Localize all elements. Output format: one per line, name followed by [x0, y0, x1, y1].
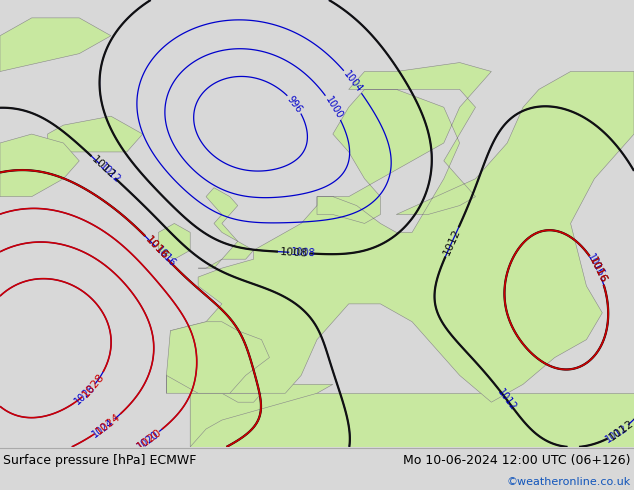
Text: Mo 10-06-2024 12:00 UTC (06+126): Mo 10-06-2024 12:00 UTC (06+126) [403, 454, 631, 467]
Text: 1008: 1008 [291, 247, 316, 259]
Text: 1016: 1016 [587, 255, 609, 285]
Polygon shape [166, 322, 269, 393]
Text: 1016: 1016 [153, 245, 178, 269]
Polygon shape [48, 116, 143, 152]
Text: 1012: 1012 [607, 418, 634, 442]
Text: 996: 996 [285, 94, 304, 115]
Polygon shape [190, 393, 634, 447]
Polygon shape [0, 18, 111, 72]
Text: 1004: 1004 [341, 69, 365, 95]
Text: 1012: 1012 [89, 154, 117, 180]
Polygon shape [198, 188, 254, 268]
Text: 1020: 1020 [135, 429, 160, 451]
Text: 1016: 1016 [587, 255, 609, 285]
Text: 1024: 1024 [91, 416, 116, 439]
Text: 1012: 1012 [604, 422, 630, 444]
Text: 1008: 1008 [280, 247, 308, 258]
Text: 1020: 1020 [135, 427, 164, 451]
Text: 1012: 1012 [442, 227, 462, 257]
Polygon shape [190, 384, 333, 447]
Text: Surface pressure [hPa] ECMWF: Surface pressure [hPa] ECMWF [3, 454, 197, 467]
Text: ©weatheronline.co.uk: ©weatheronline.co.uk [507, 477, 631, 487]
Text: 1000: 1000 [323, 95, 344, 121]
Text: 1016: 1016 [585, 252, 605, 279]
Polygon shape [0, 134, 79, 196]
Text: 1016: 1016 [143, 234, 169, 261]
Polygon shape [166, 63, 634, 402]
Text: 1028: 1028 [73, 382, 98, 406]
Text: 1028: 1028 [81, 371, 107, 399]
Text: 1016: 1016 [143, 234, 169, 261]
Text: 1012: 1012 [98, 162, 122, 186]
Text: 1024: 1024 [94, 412, 122, 437]
Text: 1012: 1012 [495, 387, 519, 413]
Polygon shape [158, 223, 190, 259]
